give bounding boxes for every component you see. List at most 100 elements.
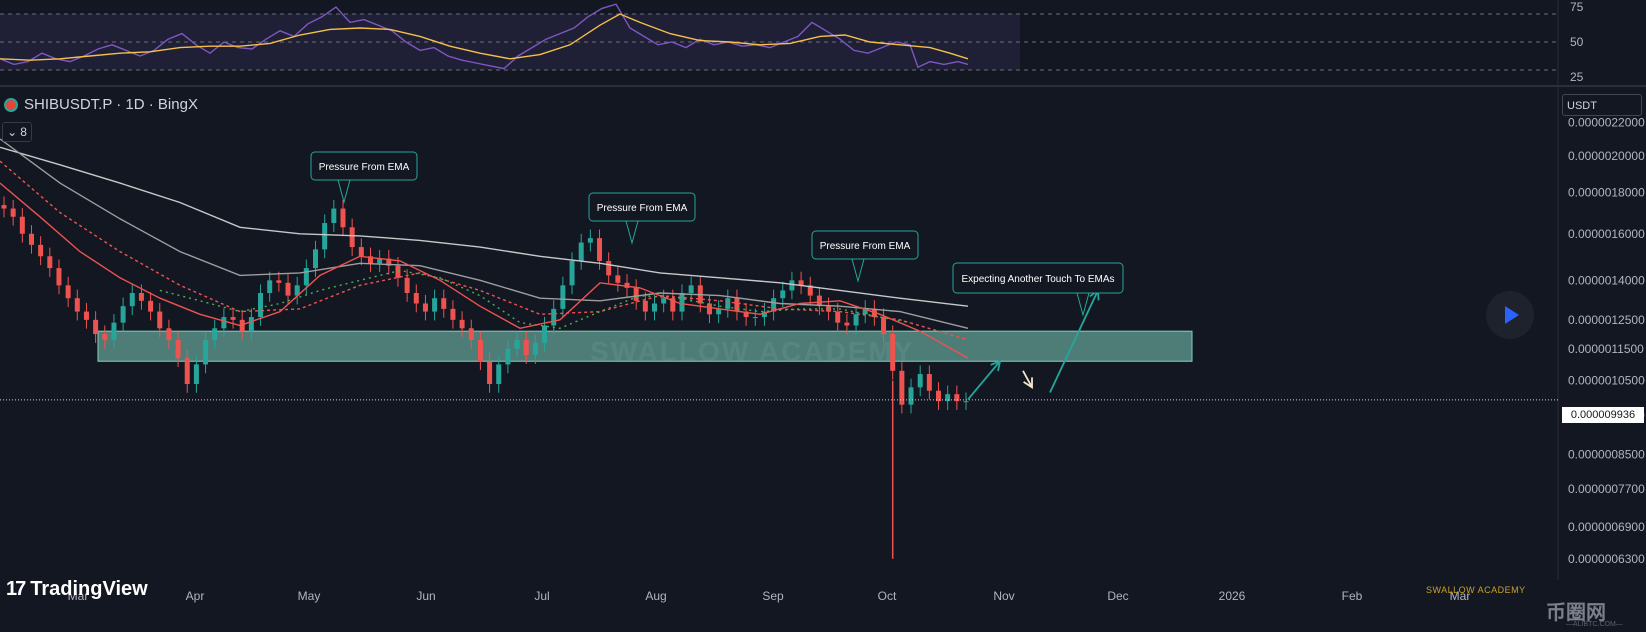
annotation-callout-2: Pressure From EMA bbox=[811, 230, 919, 283]
candle-body bbox=[157, 311, 163, 329]
tradingview-logo[interactable]: 17 TradingView bbox=[6, 578, 148, 601]
candle-body bbox=[780, 290, 786, 299]
candle-body bbox=[606, 260, 612, 276]
x-tick-label: Mar bbox=[1450, 589, 1471, 603]
candle-body bbox=[367, 256, 373, 264]
rsi-tick-label: 50 bbox=[1570, 35, 1584, 49]
callout-box bbox=[811, 230, 919, 260]
candle-body bbox=[349, 227, 355, 248]
currency-selector[interactable]: USDT bbox=[1562, 94, 1642, 116]
candle-body bbox=[798, 280, 804, 286]
candle-body bbox=[212, 328, 218, 340]
candle-body bbox=[899, 370, 905, 405]
candle-body bbox=[487, 361, 493, 384]
candle-body bbox=[587, 238, 593, 243]
candle-body bbox=[505, 348, 511, 365]
candle-body bbox=[532, 342, 538, 356]
candle-body bbox=[267, 280, 273, 294]
price-tick-label: 0.0000007700 bbox=[1568, 482, 1645, 496]
candle-body bbox=[450, 308, 456, 320]
candle-body bbox=[642, 300, 648, 312]
callout-text: Pressure From EMA bbox=[319, 162, 410, 173]
candle-body bbox=[377, 258, 383, 264]
annotation-callout-1: Pressure From EMA bbox=[588, 192, 696, 245]
symbol-line: SHIBUSDT.P · 1D · BingX bbox=[24, 96, 198, 113]
candle-body bbox=[148, 300, 154, 312]
candle-body bbox=[248, 317, 254, 332]
x-tick-label: Sep bbox=[762, 589, 784, 603]
replay-button[interactable] bbox=[1486, 291, 1534, 339]
candle-body bbox=[578, 242, 584, 261]
candle-body bbox=[835, 311, 841, 323]
candle-body bbox=[752, 317, 758, 319]
candle-body bbox=[908, 387, 914, 405]
candle-body bbox=[221, 317, 227, 329]
candle-body bbox=[725, 298, 731, 309]
candle-body bbox=[56, 268, 62, 286]
candle-body bbox=[1, 205, 7, 209]
candle-body bbox=[679, 293, 685, 312]
price-tick-label: 0.0000011500 bbox=[1568, 342, 1644, 356]
projection-arrow-down bbox=[1022, 370, 1033, 388]
candles bbox=[1, 196, 969, 414]
projection-arrow-up-1-head bbox=[990, 359, 1002, 372]
candle-body bbox=[193, 364, 199, 384]
x-tick-label: Nov bbox=[993, 589, 1014, 603]
tradingview-mark-icon: 17 bbox=[6, 578, 26, 600]
candle-body bbox=[175, 339, 181, 359]
candle-body bbox=[313, 249, 319, 269]
chart-watermark-small: SWALLOW ACADEMY bbox=[1426, 585, 1526, 595]
candle-body bbox=[93, 319, 99, 335]
candle-body bbox=[468, 328, 474, 340]
site-watermark: 币圈网 bbox=[1546, 602, 1606, 624]
candle-body bbox=[422, 303, 428, 312]
rsi-tick-label: 75 bbox=[1570, 0, 1584, 14]
candle-body bbox=[138, 293, 144, 301]
candle-body bbox=[184, 358, 190, 384]
callout-pointer bbox=[625, 220, 639, 245]
x-tick-label: Oct bbox=[878, 589, 897, 603]
projection-arrow-up-1 bbox=[967, 360, 1001, 400]
annotation-callout-3: Expecting Another Touch To EMAs bbox=[952, 262, 1124, 317]
symbol-header[interactable]: SHIBUSDT.P · 1D · BingX bbox=[4, 96, 198, 113]
candle-body bbox=[569, 260, 575, 286]
rsi-tick-label: 25 bbox=[1570, 70, 1584, 84]
candle-body bbox=[514, 339, 520, 349]
candle-body bbox=[807, 285, 813, 296]
candle-body bbox=[19, 216, 25, 234]
candle-body bbox=[276, 280, 282, 283]
annotation-callout-0: Pressure From EMA bbox=[310, 151, 418, 204]
candle-body bbox=[560, 285, 566, 309]
candle-body bbox=[413, 293, 419, 304]
ma-series-4 bbox=[0, 182, 969, 359]
candle-body bbox=[38, 244, 44, 257]
callout-box bbox=[588, 192, 696, 222]
candle-body bbox=[853, 314, 859, 326]
candle-body bbox=[120, 306, 126, 323]
play-icon bbox=[1505, 306, 1519, 324]
projection-arrow-down-head bbox=[1023, 377, 1033, 389]
site-watermark-sub: —ALIBTC.COM— bbox=[1566, 621, 1623, 628]
candle-body bbox=[10, 208, 16, 217]
x-tick-label: Feb bbox=[1342, 589, 1363, 603]
candle-body bbox=[258, 293, 264, 318]
candle-body bbox=[441, 298, 447, 309]
candle-body bbox=[239, 319, 245, 332]
price-tick-label: 0.0000006900 bbox=[1568, 520, 1645, 534]
tradingview-wordmark: TradingView bbox=[30, 578, 148, 600]
indicator-collapse-button[interactable]: ⌄ 8 bbox=[2, 122, 32, 142]
candle-body bbox=[844, 322, 850, 326]
candle-body bbox=[285, 282, 291, 296]
candle-body bbox=[386, 258, 392, 266]
x-tick-label: Apr bbox=[186, 589, 205, 603]
chart-watermark-large: SWALLOW ACADEMY bbox=[590, 336, 915, 367]
last-price-label: 0.000009936 bbox=[1562, 407, 1644, 423]
price-tick-label: 0.0000010500 bbox=[1568, 374, 1645, 388]
callout-box bbox=[310, 151, 418, 181]
price-tick-label: 0.0000020000 bbox=[1568, 149, 1645, 163]
candle-body bbox=[771, 298, 777, 312]
candle-body bbox=[166, 328, 172, 340]
projection-arrow-up-2 bbox=[1049, 290, 1099, 393]
